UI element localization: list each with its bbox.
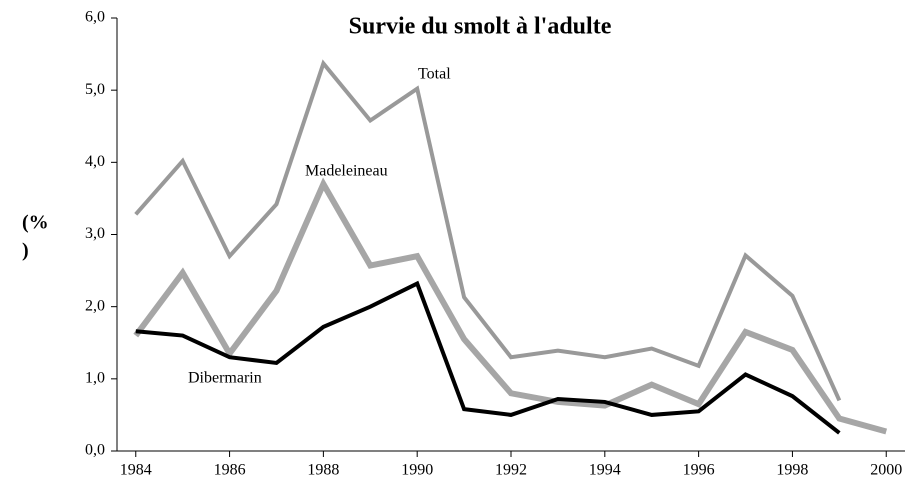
y-tick-label: 3,0	[85, 225, 105, 242]
x-tick-label: 2000	[870, 462, 902, 479]
series-label: Total	[418, 66, 451, 83]
y-tick-label: 5,0	[85, 81, 105, 98]
y-axis-label: )	[22, 240, 29, 262]
x-tick-label: 1992	[495, 462, 527, 479]
y-tick-label: 6,0	[85, 9, 105, 26]
series-line	[133, 177, 888, 435]
chart-title: Survie du smolt à l'adulte	[349, 14, 612, 40]
x-tick-label: 1990	[401, 462, 433, 479]
y-tick-label: 0,0	[85, 442, 105, 459]
series-label: Dibermarin	[188, 370, 262, 387]
series-label: Madeleineau	[305, 163, 388, 180]
x-tick-label: 1986	[214, 462, 246, 479]
x-tick-label: 1996	[683, 462, 715, 479]
y-tick-label: 4,0	[85, 153, 105, 170]
series-line	[134, 59, 842, 402]
y-tick-label: 2,0	[85, 297, 105, 314]
x-tick-label: 1994	[589, 462, 621, 479]
x-tick-label: 1984	[120, 462, 152, 479]
x-tick-label: 1988	[307, 462, 339, 479]
x-tick-label: 1998	[776, 462, 808, 479]
series-line	[135, 280, 841, 435]
y-axis-label: (%	[22, 212, 49, 234]
y-tick-label: 1,0	[85, 370, 105, 387]
